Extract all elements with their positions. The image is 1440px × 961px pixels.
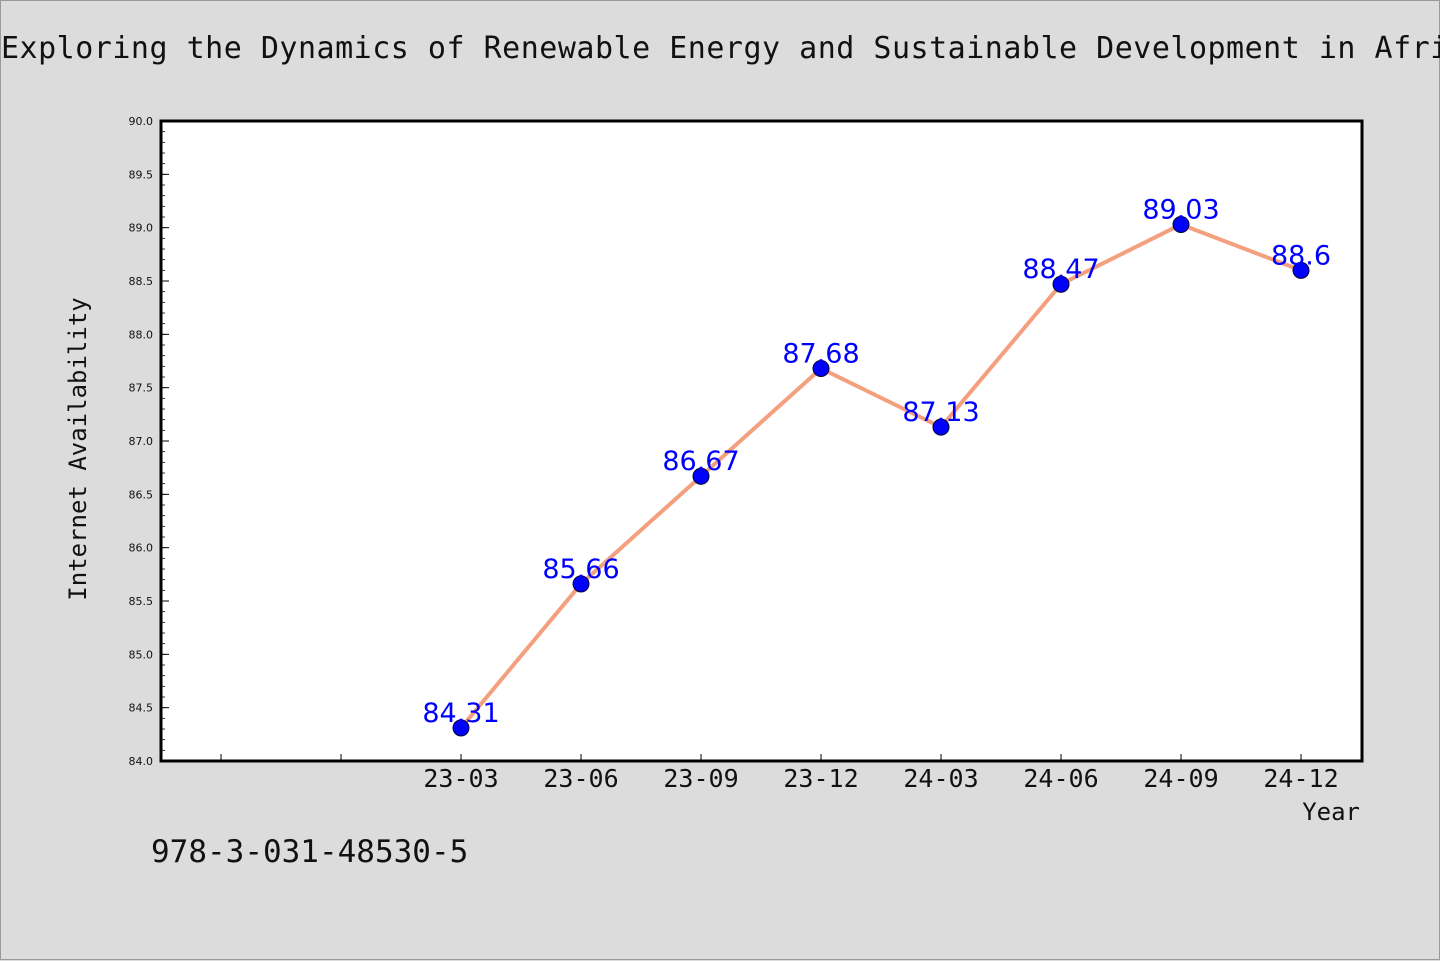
chart-title: Exploring the Dynamics of Renewable Ener… [1,31,1440,66]
data-label: 89.03 [1142,194,1219,225]
data-label: 85.66 [542,554,619,585]
y-tick-label: 85.5 [129,595,154,608]
x-tick-label: 23-09 [663,764,738,793]
x-tick-label: 24-09 [1143,764,1218,793]
data-label: 88.6 [1271,240,1331,271]
x-tick-label: 23-12 [783,764,858,793]
data-label: 84.31 [422,698,499,729]
data-point [452,719,470,737]
y-tick-label: 84.5 [129,702,154,715]
y-tick-label: 84.0 [129,755,154,768]
y-tick-label: 88.0 [129,328,154,341]
y-tick-label: 88.5 [129,275,154,288]
series-line [459,222,1302,730]
y-tick-label: 90.0 [129,115,154,128]
y-axis: 84.0 84.5 85.0 85.5 86.0 86.5 87.0 87.5 88.0 88.5… [129,115,169,768]
x-axis: 23-03 23-06 23-09 23-12 24-03 24-06 24-09 24-12 [220,754,1339,793]
y-tick-label: 87.0 [129,435,154,448]
x-tick-label: 24-06 [1023,764,1098,793]
y-tick-label: 89.5 [129,168,154,181]
data-point [812,359,830,377]
isbn-text: 978-3-031-48530-5 [151,834,469,870]
x-tick-label: 23-06 [543,764,618,793]
x-tick-label: 24-12 [1263,764,1338,793]
data-point [1172,215,1190,233]
data-label: 86.67 [662,446,739,477]
y-tick-label: 89.0 [129,222,154,235]
data-point [1292,261,1310,279]
y-tick-label: 85.0 [129,648,154,661]
y-tick-label: 86.5 [129,488,154,501]
x-tick-label: 23-03 [423,764,498,793]
data-point [1052,275,1070,293]
data-point [692,467,710,485]
y-tick-label: 87.5 [129,382,154,395]
data-point [572,575,590,593]
series-layer: 84.31 85.66 86.67 87.68 87.13 88.47 89.03 88.6 [422,194,1331,737]
x-axis-title: Year [1302,798,1360,826]
y-tick-label: 86.0 [129,542,154,555]
data-label: 87.13 [902,397,979,428]
x-tick-label: 24-03 [903,764,978,793]
data-label: 88.47 [1022,254,1099,285]
data-point [932,418,950,436]
data-label: 87.68 [782,338,859,369]
y-axis-title: Internet Availability [64,297,92,600]
plot-area [159,119,1364,763]
